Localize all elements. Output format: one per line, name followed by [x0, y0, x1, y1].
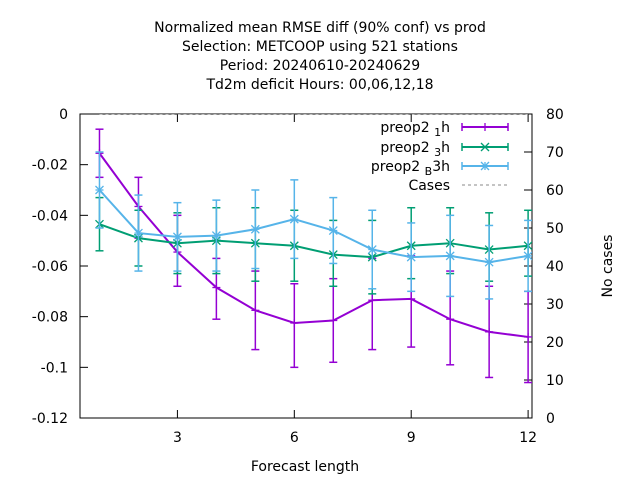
series-layer	[95, 114, 532, 384]
y-tick-label: -0.1	[41, 360, 68, 376]
series-line	[98, 189, 529, 264]
title-line-4: Td2m deficit Hours: 00,06,12,18	[205, 77, 433, 93]
x-tick-label: 6	[290, 430, 299, 446]
legend-label: preop2 1h	[380, 120, 450, 139]
y2-tick-label: 10	[546, 373, 564, 389]
legend-label-cases: Cases	[408, 178, 450, 194]
marker-stroke	[95, 185, 104, 195]
y2-tick-label: 50	[546, 221, 564, 237]
data-point-marker	[251, 306, 260, 315]
data-point-marker	[368, 296, 377, 305]
y2-axis-label: No cases	[600, 235, 616, 298]
data-point-marker	[524, 332, 532, 341]
x-axis-label: Forecast length	[251, 459, 359, 475]
marker-stroke	[480, 142, 490, 152]
data-point-marker	[406, 252, 416, 262]
marker-stroke	[172, 232, 182, 242]
data-point-marker	[95, 185, 104, 195]
y-tick-label: -0.06	[32, 259, 68, 275]
marker-stroke	[523, 251, 532, 261]
chart-title: Normalized mean RMSE diff (90% conf) vs …	[154, 20, 486, 93]
data-point-marker	[446, 315, 455, 324]
marker-stroke	[289, 214, 299, 224]
title-line-3: Period: 20240610-20240629	[220, 58, 420, 74]
y2-tick-label: 40	[546, 259, 564, 275]
data-point-marker	[212, 283, 221, 292]
data-point-marker	[485, 327, 494, 336]
data-point-marker	[523, 251, 532, 261]
y-tick-label: -0.04	[32, 208, 68, 224]
y2-tick-label: 70	[546, 145, 564, 161]
marker-stroke	[406, 252, 416, 262]
y2-tick-label: 0	[546, 411, 555, 427]
y2-tick-label: 60	[546, 183, 564, 199]
title-line-1: Normalized mean RMSE diff (90% conf) vs …	[154, 20, 486, 36]
y2-tick-label: 80	[546, 107, 564, 123]
y-tick-label: -0.02	[32, 158, 68, 174]
marker-stroke	[250, 224, 260, 234]
data-point-marker	[480, 142, 490, 152]
marker-stroke	[445, 251, 455, 261]
series-3	[95, 151, 532, 300]
series-1	[95, 128, 532, 384]
title-line-2: Selection: METCOOP using 521 stations	[182, 39, 458, 55]
y-tick-label: -0.08	[32, 310, 68, 326]
data-point-marker	[289, 214, 299, 224]
x-tick-label: 3	[173, 430, 182, 446]
marker-stroke	[211, 231, 221, 241]
series-line	[98, 152, 529, 338]
data-point-marker	[367, 245, 377, 254]
series-line	[99, 223, 529, 259]
data-point-marker	[328, 226, 338, 235]
legend-label: preop2 B3h	[371, 159, 450, 178]
plot-frame	[79, 113, 533, 419]
y2-tick-label: 30	[546, 297, 564, 313]
data-point-marker	[480, 161, 490, 171]
data-point-marker	[172, 232, 182, 242]
data-point-marker	[250, 224, 260, 234]
marker-stroke	[367, 245, 377, 254]
data-point-marker	[211, 231, 221, 241]
data-point-marker	[445, 251, 455, 261]
marker-stroke	[480, 161, 490, 171]
marker-stroke	[484, 257, 494, 267]
data-point-marker	[481, 123, 489, 131]
marker-stroke	[133, 228, 143, 238]
data-point-marker	[329, 316, 338, 325]
x-tick-label: 9	[407, 430, 416, 446]
data-point-marker	[133, 228, 143, 238]
axes: 0-0.02-0.04-0.06-0.08-0.1-0.128070605040…	[32, 107, 564, 446]
y-tick-label: -0.12	[32, 411, 68, 427]
y2-tick-label: 20	[546, 335, 564, 351]
marker-stroke	[328, 226, 338, 235]
data-point-marker	[484, 257, 494, 267]
data-point-marker	[290, 319, 299, 327]
legend-label: preop2 3h	[380, 140, 450, 159]
y-tick-label: 0	[59, 107, 68, 123]
x-tick-label: 12	[519, 430, 537, 446]
series-2	[95, 196, 532, 295]
data-point-marker	[407, 294, 416, 303]
